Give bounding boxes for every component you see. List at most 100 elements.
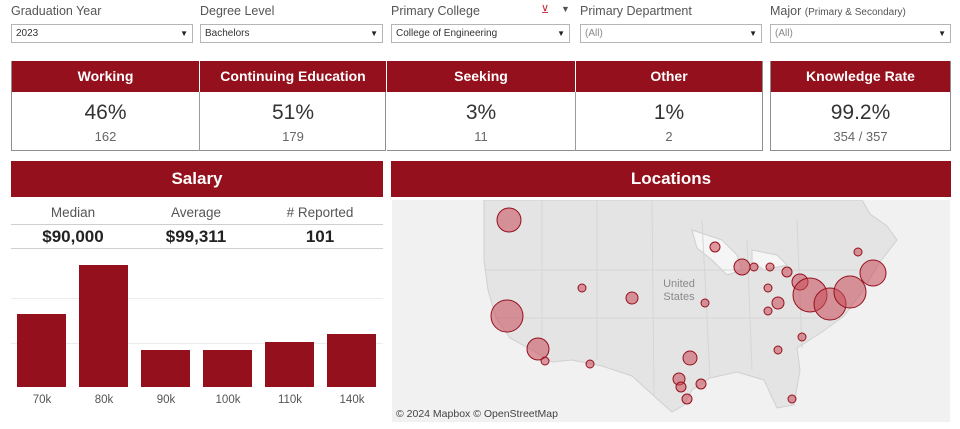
kpi-count: 162 — [94, 129, 117, 144]
salary-header: Salary — [11, 161, 383, 197]
clear-filter-icon[interactable]: ⊻ — [541, 4, 550, 16]
location-bubble[interactable] — [787, 394, 797, 404]
filter-degree-level: Degree Level Bachelors ▼ — [200, 0, 383, 46]
filter-primary-department: Primary Department (All) ▼ — [580, 0, 762, 46]
salary-bar-80k[interactable] — [79, 265, 128, 387]
location-bubble[interactable] — [490, 299, 524, 333]
major-select[interactable]: (All) ▼ — [770, 24, 951, 43]
locations-map[interactable]: United States © 2024 Mapbox © OpenStreetM… — [392, 200, 950, 422]
filter-major: Major (Primary & Secondary) (All) ▼ — [770, 0, 951, 46]
stat-value-reported: 101 — [305, 227, 335, 246]
location-bubble[interactable] — [833, 275, 867, 309]
kpi-knowledge-rate[interactable]: Knowledge Rate 99.2% 354 / 357 — [770, 61, 951, 151]
kpi-percent: 51% — [271, 101, 315, 124]
location-bubble[interactable] — [773, 345, 783, 355]
filter-label: Degree Level — [200, 4, 275, 18]
location-bubble[interactable] — [577, 283, 587, 293]
kpi-title: Other — [576, 61, 762, 92]
map-label-line: States — [663, 291, 695, 303]
location-bubble[interactable] — [700, 298, 710, 308]
primary-department-select[interactable]: (All) ▼ — [580, 24, 762, 43]
kpi-count: 11 — [474, 129, 488, 144]
location-bubble[interactable] — [540, 356, 550, 366]
primary-college-select[interactable]: College of Engineering ▼ — [391, 24, 570, 43]
select-value: (All) — [775, 28, 793, 39]
location-bubble[interactable] — [585, 359, 595, 369]
kpi-group-right: Seeking 3% 11 Other 1% 2 — [387, 61, 763, 151]
filter-label-small: (Primary & Secondary) — [804, 7, 906, 18]
filter-label: Major (Primary & Secondary) — [770, 4, 906, 18]
location-bubble[interactable] — [526, 337, 550, 361]
kpi-other[interactable]: Other 1% 2 — [576, 61, 762, 151]
kpi-title: Seeking — [387, 61, 575, 92]
select-value: (All) — [585, 28, 603, 39]
salary-bar-90k[interactable] — [141, 350, 190, 387]
salary-bar-chart: 70k 80k 90k 100k 110k 140k — [11, 252, 383, 412]
location-bubble[interactable] — [709, 241, 721, 253]
filter-label: Primary Department — [580, 4, 692, 18]
graduation-year-select[interactable]: 2023 ▼ — [11, 24, 193, 43]
salary-bar-label: 70k — [32, 394, 52, 406]
location-bubble[interactable] — [763, 306, 773, 316]
salary-bar-140k[interactable] — [327, 334, 376, 387]
chevron-down-icon: ▼ — [180, 29, 188, 38]
location-bubble[interactable] — [771, 296, 785, 310]
salary-bar-label: 140k — [339, 394, 365, 406]
salary-bar-label: 100k — [215, 394, 241, 406]
location-bubble[interactable] — [682, 350, 698, 366]
location-bubble[interactable] — [781, 266, 793, 278]
location-bubble[interactable] — [675, 381, 687, 393]
location-bubble[interactable] — [681, 393, 693, 405]
locations-header: Locations — [391, 161, 951, 197]
stat-label-reported: # Reported — [286, 205, 354, 220]
stat-value-median: $90,000 — [42, 227, 104, 246]
kpi-title: Continuing Education — [200, 61, 386, 92]
chevron-down-icon: ▼ — [749, 29, 757, 38]
map-country-label-text: United States — [663, 278, 695, 303]
map-attribution: © 2024 Mapbox © OpenStreetMap — [396, 408, 558, 420]
kpi-percent: 1% — [653, 101, 685, 124]
location-bubble[interactable] — [496, 207, 522, 233]
location-bubble[interactable] — [853, 247, 863, 257]
map-canvas[interactable] — [392, 200, 950, 422]
stat-label-average: Average — [170, 205, 222, 220]
degree-level-select[interactable]: Bachelors ▼ — [200, 24, 383, 43]
grid-line — [11, 343, 383, 344]
salary-bar-100k[interactable] — [203, 350, 252, 387]
filter-label: Primary College — [391, 4, 480, 18]
divider — [199, 92, 200, 151]
location-bubble[interactable] — [859, 259, 887, 287]
kpi-count: 2 — [665, 129, 673, 144]
location-bubble[interactable] — [733, 258, 751, 276]
kpi-working[interactable]: Working 46% 162 — [12, 61, 199, 151]
location-bubble[interactable] — [765, 262, 775, 272]
location-bubble[interactable] — [625, 291, 639, 305]
salary-bar-110k[interactable] — [265, 342, 314, 387]
salary-bar-70k[interactable] — [17, 314, 66, 387]
divider — [11, 248, 383, 249]
location-bubble[interactable] — [749, 262, 759, 272]
divider — [11, 224, 383, 225]
kpi-percent: 99.2% — [830, 101, 891, 124]
divider — [575, 92, 576, 151]
kpi-percent: 3% — [465, 101, 497, 124]
kpi-title: Working — [12, 61, 199, 92]
kpi-percent: 46% — [84, 101, 127, 124]
location-bubble[interactable] — [763, 283, 773, 293]
filter-label: Graduation Year — [11, 4, 102, 18]
map-label-line: United — [663, 278, 695, 290]
stat-value-average: $99,311 — [165, 227, 227, 246]
map-country-label: United States — [654, 278, 704, 304]
kpi-count: 179 — [282, 129, 304, 144]
kpi-continuing-education[interactable]: Continuing Education 51% 179 — [200, 61, 386, 151]
select-value: College of Engineering — [396, 28, 498, 39]
kpi-seeking[interactable]: Seeking 3% 11 — [387, 61, 575, 151]
dropdown-menu-icon[interactable]: ▼ — [561, 4, 570, 14]
stat-label-median: Median — [50, 205, 96, 220]
salary-bar-label: 90k — [156, 394, 176, 406]
salary-bar-label: 80k — [94, 394, 114, 406]
location-bubble[interactable] — [695, 378, 707, 390]
chevron-down-icon: ▼ — [557, 29, 565, 38]
location-bubble[interactable] — [797, 332, 807, 342]
filter-graduation-year: Graduation Year 2023 ▼ — [11, 0, 193, 46]
